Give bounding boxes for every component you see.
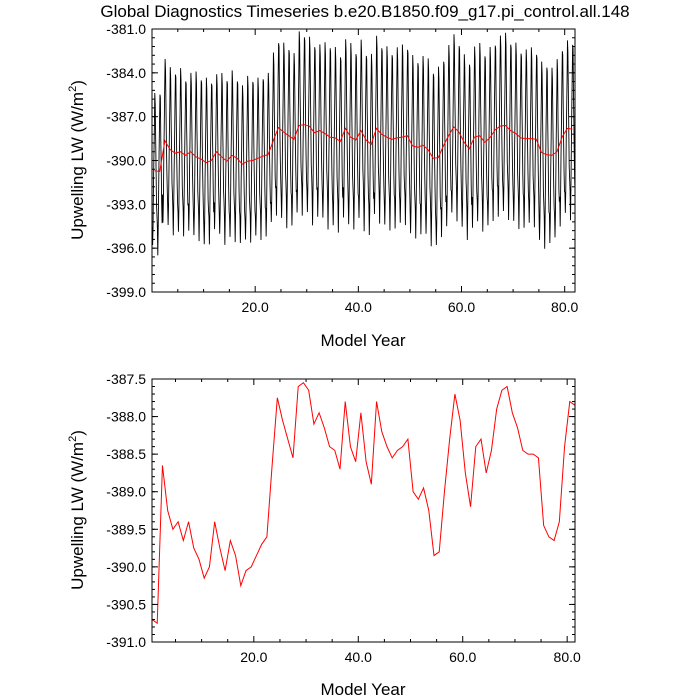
y-tick-label: -389.0 <box>106 484 146 500</box>
x-tick-label: 40.0 <box>345 299 372 315</box>
y-tick-label: -388.5 <box>106 446 146 462</box>
y-tick-label: -387.5 <box>106 371 146 387</box>
y-tick-label: -396.0 <box>106 240 146 256</box>
bottom-plot-area <box>152 382 575 625</box>
x-tick-label: 40.0 <box>345 649 372 665</box>
x-tick-label: 80.0 <box>551 299 578 315</box>
y-tick-label: -381.0 <box>106 21 146 37</box>
x-tick-label: 80.0 <box>554 649 581 665</box>
top-series-group <box>152 31 575 256</box>
bottom-axes: 20.0 40.0 60.0 80.0 -387.5 -388.0 -388.5 -389.0… <box>106 371 581 665</box>
bottom-x-axis-label: Model Year <box>320 680 405 699</box>
y-tick-label: -384.0 <box>106 65 146 81</box>
y-tick-label: -390.0 <box>106 153 146 169</box>
chart-title: Global Diagnostics Timeseries b.e20.B185… <box>100 2 629 21</box>
annual-mean-series-line <box>154 124 573 173</box>
y-tick-label: -390.0 <box>106 559 146 575</box>
y-tick-label: -388.0 <box>106 409 146 425</box>
monthly-series-line <box>152 31 575 256</box>
bottom-y-axis-label-main: Upwelling LW (W/m <box>68 442 87 590</box>
bottom-y-axis-label: Upwelling LW (W/m2) <box>67 430 87 590</box>
y-tick-label: -393.0 <box>106 196 146 212</box>
annual-mean-series-line <box>152 382 575 625</box>
top-y-axis-label-main: Upwelling LW (W/m <box>68 92 87 240</box>
top-y-axis-label-sup: 2 <box>67 86 79 92</box>
y-tick-label: -387.0 <box>106 109 146 125</box>
bottom-plot-frame <box>151 378 576 643</box>
bottom-y-axis-label-sup: 2 <box>67 436 79 442</box>
bottom-y-axis-label-tail: ) <box>68 430 87 436</box>
x-tick-label: 60.0 <box>449 649 476 665</box>
x-tick-label: 20.0 <box>240 649 267 665</box>
top-axes: 20.0 40.0 60.0 80.0 -381.0 -384.0 -387.0 -390.0… <box>106 21 578 315</box>
y-tick-label: -390.5 <box>106 596 146 612</box>
bottom-series-group <box>152 382 575 625</box>
x-tick-label: 60.0 <box>448 299 475 315</box>
top-plot-area <box>152 31 575 256</box>
y-tick-label: -389.5 <box>106 521 146 537</box>
top-x-axis-label: Model Year <box>320 331 405 350</box>
top-y-axis-label: Upwelling LW (W/m2) <box>67 80 87 240</box>
top-y-axis-label-tail: ) <box>68 80 87 86</box>
x-tick-label: 20.0 <box>242 299 269 315</box>
y-tick-label: -391.0 <box>106 634 146 650</box>
y-tick-label: -399.0 <box>106 284 146 300</box>
